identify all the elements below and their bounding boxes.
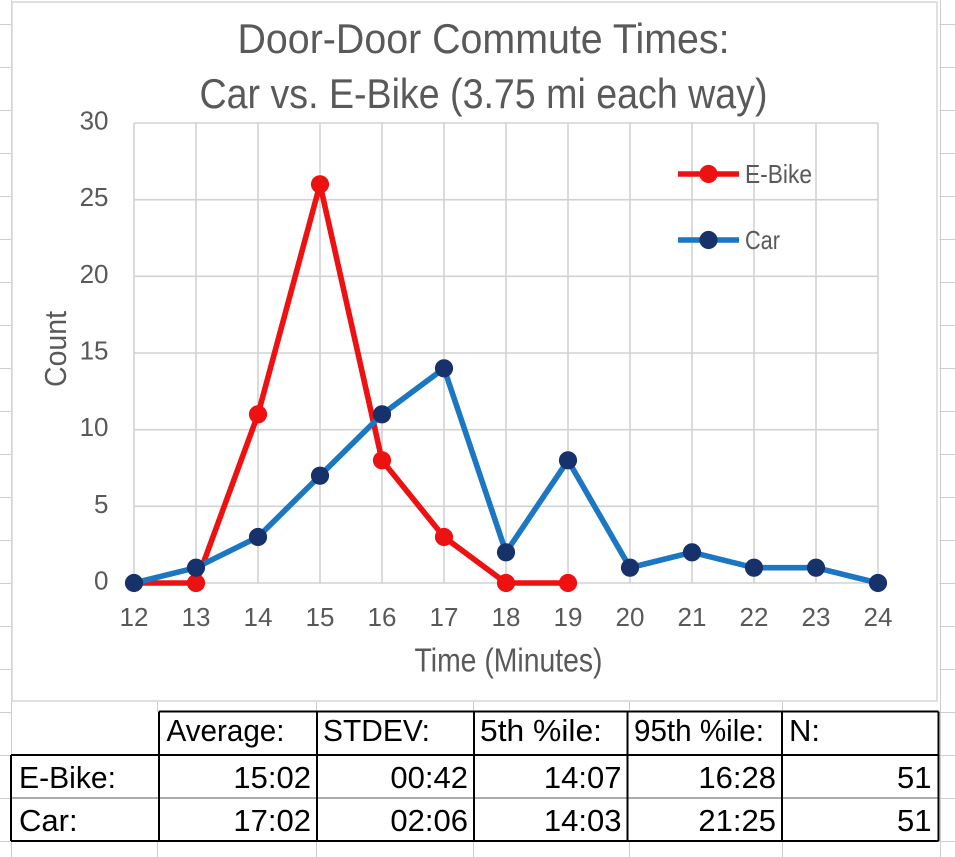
svg-text:95th %ile:: 95th %ile: bbox=[634, 713, 764, 748]
svg-text:51: 51 bbox=[897, 803, 931, 838]
svg-text:16:28: 16:28 bbox=[698, 760, 776, 795]
svg-text:N:: N: bbox=[789, 713, 820, 748]
svg-text:STDEV:: STDEV: bbox=[323, 713, 430, 748]
svg-text:E-Bike: E-Bike bbox=[745, 159, 812, 189]
svg-text:19: 19 bbox=[554, 602, 583, 632]
svg-text:5: 5 bbox=[94, 489, 108, 519]
svg-text:15:02: 15:02 bbox=[233, 760, 311, 795]
svg-text:20: 20 bbox=[80, 259, 109, 289]
svg-text:Car vs. E-Bike (3.75 mi each w: Car vs. E-Bike (3.75 mi each way) bbox=[200, 70, 768, 117]
svg-text:10: 10 bbox=[80, 412, 109, 442]
svg-text:14:03: 14:03 bbox=[544, 803, 622, 838]
svg-text:30: 30 bbox=[80, 106, 109, 136]
svg-text:02:06: 02:06 bbox=[390, 803, 468, 838]
svg-text:14: 14 bbox=[244, 602, 273, 632]
svg-text:18: 18 bbox=[492, 602, 521, 632]
svg-text:21: 21 bbox=[678, 602, 707, 632]
svg-text:Door-Door Commute Times:: Door-Door Commute Times: bbox=[238, 15, 730, 62]
svg-text:Average:: Average: bbox=[167, 713, 285, 748]
svg-text:00:42: 00:42 bbox=[390, 760, 468, 795]
svg-text:51: 51 bbox=[897, 760, 931, 795]
svg-text:Car:: Car: bbox=[19, 803, 78, 838]
svg-text:24: 24 bbox=[864, 602, 893, 632]
svg-text:22: 22 bbox=[740, 602, 769, 632]
svg-text:23: 23 bbox=[802, 602, 831, 632]
svg-text:Car: Car bbox=[745, 225, 780, 255]
svg-text:12: 12 bbox=[120, 602, 149, 632]
svg-text:13: 13 bbox=[182, 602, 211, 632]
svg-text:Count: Count bbox=[38, 311, 73, 387]
svg-text:20: 20 bbox=[616, 602, 645, 632]
svg-text:15: 15 bbox=[306, 602, 335, 632]
svg-text:17: 17 bbox=[430, 602, 459, 632]
svg-text:16: 16 bbox=[368, 602, 397, 632]
svg-text:14:07: 14:07 bbox=[544, 760, 622, 795]
svg-text:E-Bike:: E-Bike: bbox=[19, 760, 116, 795]
svg-text:Time (Minutes): Time (Minutes) bbox=[415, 641, 603, 678]
svg-text:15: 15 bbox=[80, 336, 109, 366]
svg-text:17:02: 17:02 bbox=[233, 803, 311, 838]
svg-text:25: 25 bbox=[80, 182, 109, 212]
svg-text:0: 0 bbox=[94, 566, 108, 596]
svg-text:5th %ile:: 5th %ile: bbox=[480, 713, 602, 748]
svg-text:21:25: 21:25 bbox=[698, 803, 776, 838]
